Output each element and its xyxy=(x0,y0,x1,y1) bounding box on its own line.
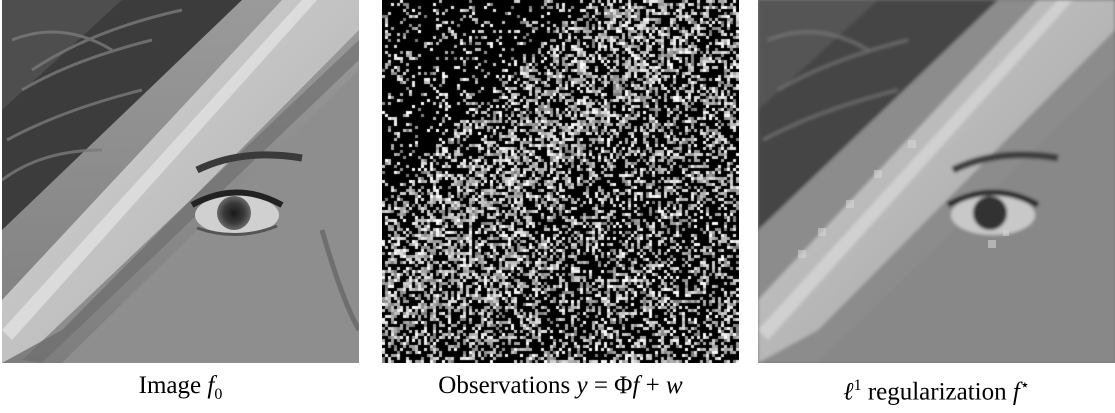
caption-original: Image f0 xyxy=(2,368,359,413)
lena-eye-original xyxy=(2,0,359,363)
noisy-observations-canvas xyxy=(382,0,739,363)
eq-w: w xyxy=(666,372,683,399)
regularization-image xyxy=(758,0,1115,363)
original-image xyxy=(2,0,359,363)
caption-observations: Observations y = Φf + w xyxy=(382,368,739,404)
caption-subscript: 0 xyxy=(214,386,223,403)
panel-regularization: ℓ1 regularization f⋆ xyxy=(758,0,1115,410)
eq-phi: Φ xyxy=(614,372,633,399)
caption-ell-sup: 1 xyxy=(853,377,862,394)
caption-symbol: f xyxy=(207,372,215,399)
panel-original: Image f0 xyxy=(2,0,359,410)
lena-eye-reconstructed xyxy=(758,0,1115,363)
eq-y: y xyxy=(576,372,588,399)
caption-label: regularization xyxy=(861,378,1013,406)
caption-star: ⋆ xyxy=(1019,377,1030,394)
eq-equals: = xyxy=(587,372,615,399)
observations-image xyxy=(382,0,739,363)
caption-symbol: f xyxy=(1012,378,1020,406)
caption-ell: ℓ xyxy=(843,378,854,406)
eq-plus: + xyxy=(639,372,667,399)
caption-label: Observations xyxy=(438,372,571,399)
panel-observations: Observations y = Φf + w xyxy=(382,0,739,410)
eq-f: f xyxy=(632,372,640,399)
caption-label: Image xyxy=(138,372,202,399)
caption-regularization: ℓ1 regularization f⋆ xyxy=(758,368,1115,410)
